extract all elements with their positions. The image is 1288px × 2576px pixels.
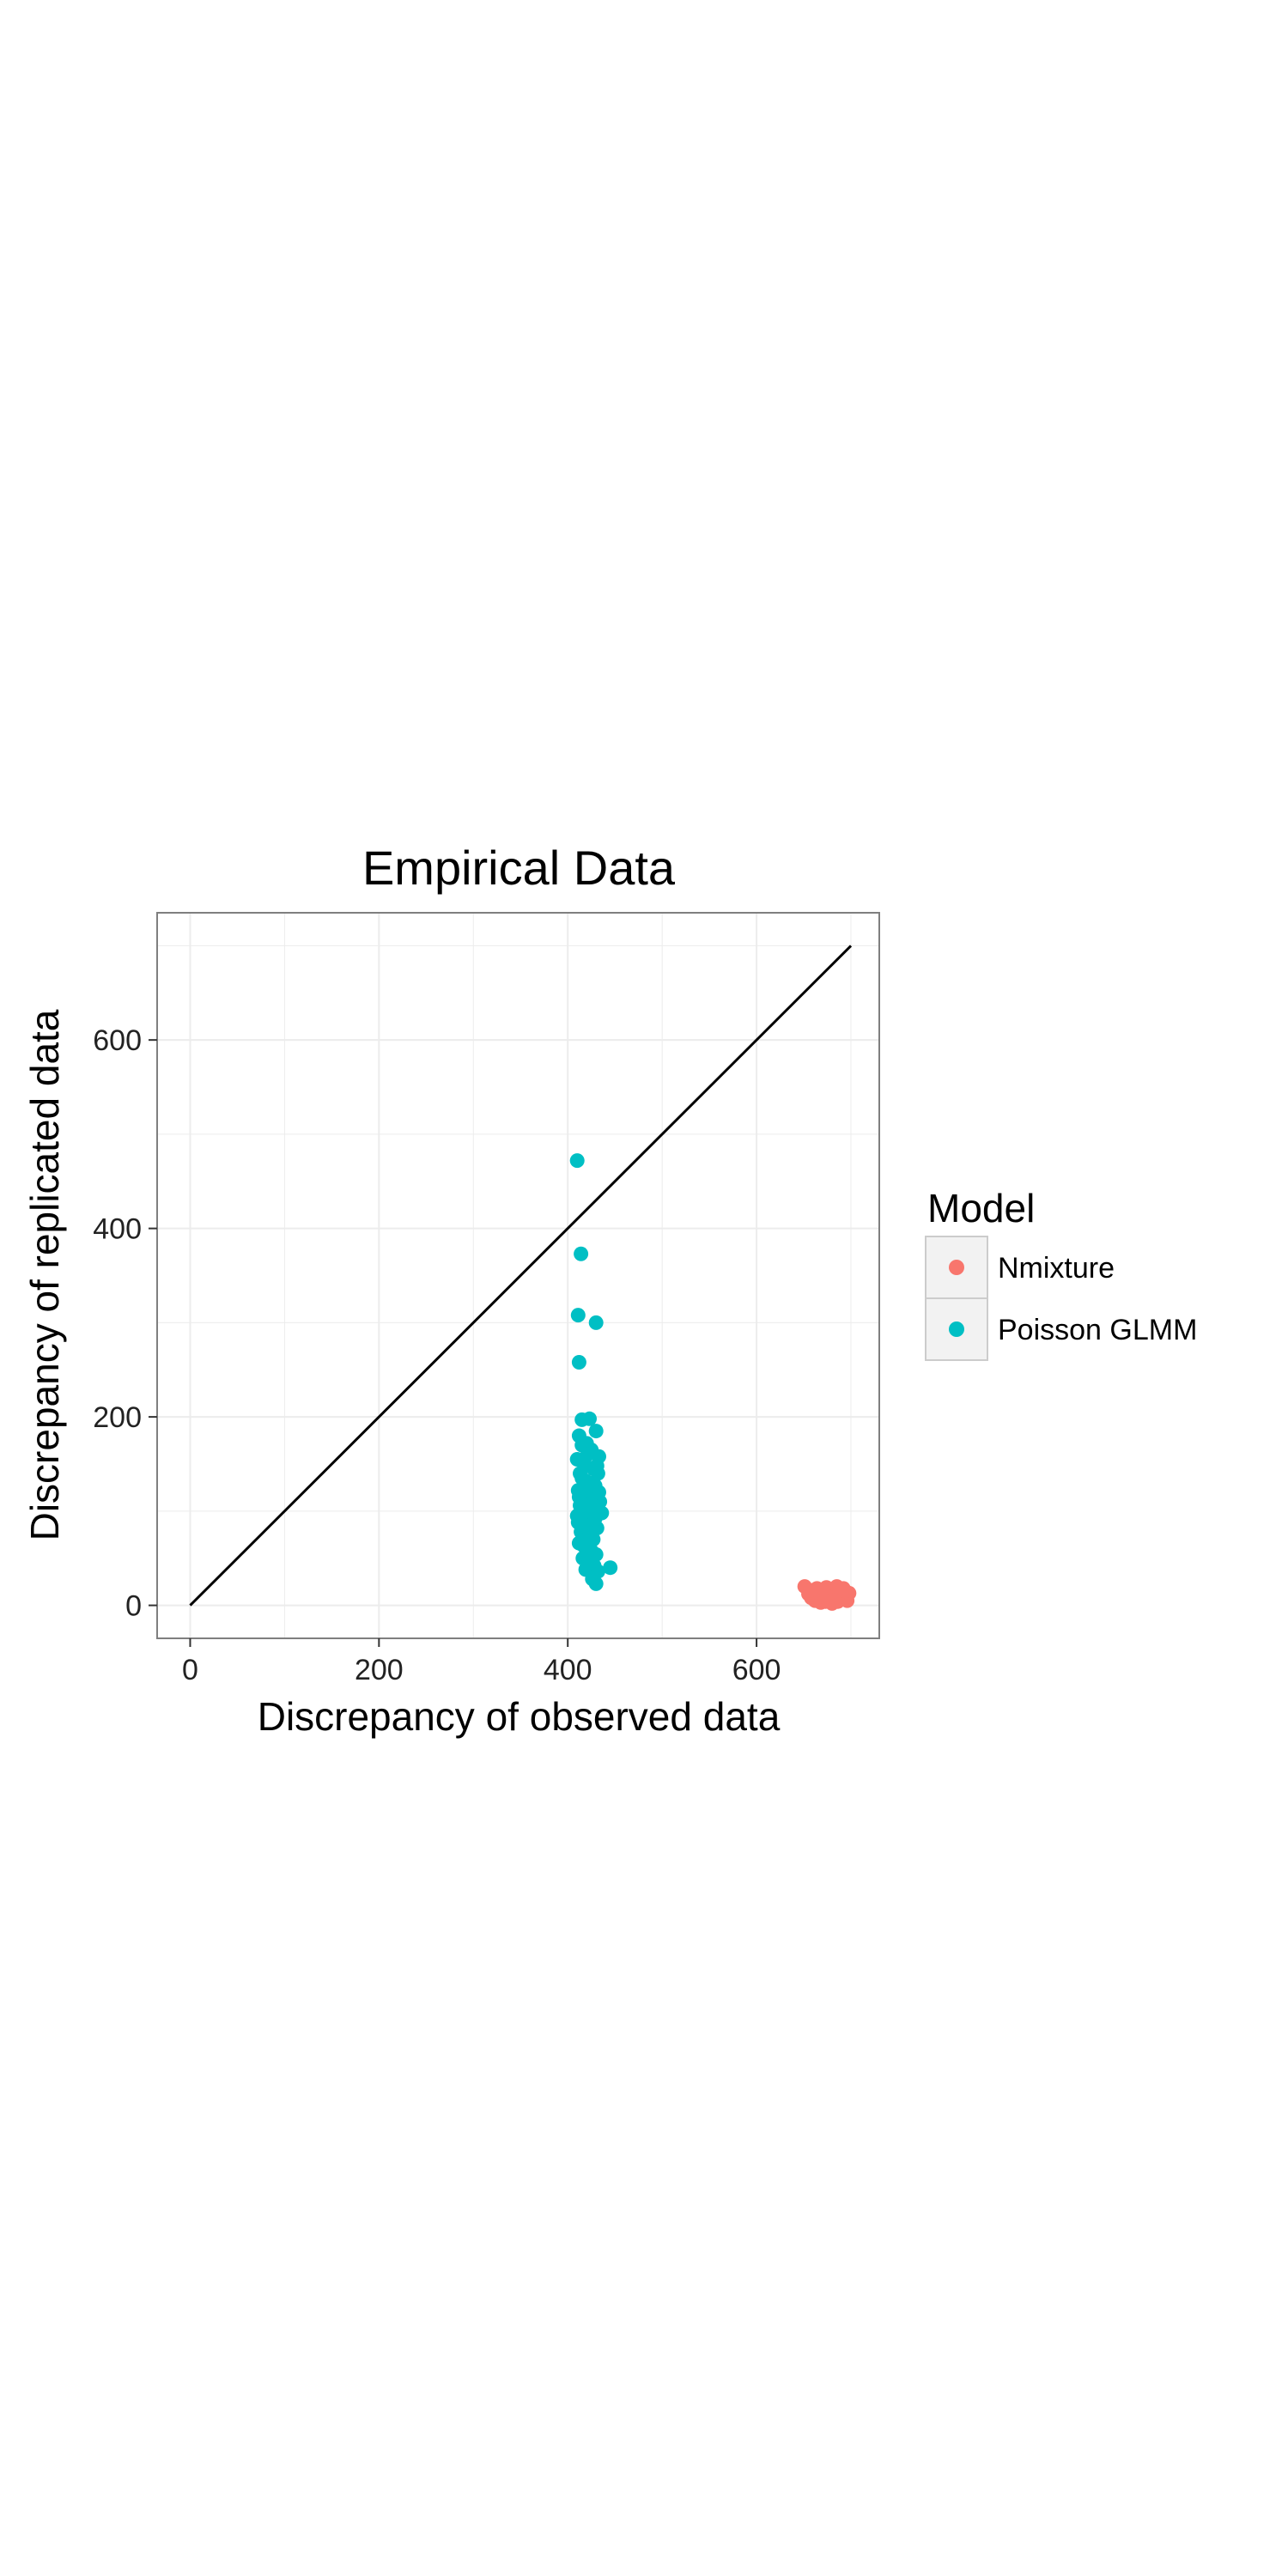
x-tick-label: 0 [182, 1654, 198, 1686]
legend-label: Poisson GLMM [998, 1314, 1197, 1346]
point-poisson-glmm [603, 1560, 618, 1576]
point-poisson-glmm [571, 1354, 586, 1370]
point-nmixture [836, 1583, 852, 1599]
chart-title: Empirical Data [362, 841, 676, 895]
legend-label: Nmixture [998, 1252, 1115, 1285]
legend-title: Model [927, 1186, 1035, 1230]
point-poisson-glmm [569, 1153, 585, 1169]
point-poisson-glmm [588, 1315, 604, 1330]
point-poisson-glmm [578, 1473, 593, 1489]
point-poisson-glmm [591, 1485, 606, 1500]
y-tick-label: 0 [125, 1590, 142, 1623]
x-axis-title: Discrepancy of observed data [258, 1694, 781, 1739]
legend-key-dot [949, 1321, 964, 1337]
points-layer [569, 1153, 857, 1611]
point-poisson-glmm [588, 1576, 604, 1591]
reference-line [189, 945, 853, 1607]
y-axis-title: Discrepancy of replicated data [22, 1009, 67, 1540]
point-poisson-glmm [587, 1511, 603, 1527]
legend-key-dot [949, 1260, 964, 1275]
y-tick-label: 600 [93, 1024, 142, 1057]
point-poisson-glmm [582, 1411, 598, 1426]
point-nmixture [803, 1583, 818, 1598]
y-tick-label: 400 [93, 1213, 142, 1246]
point-poisson-glmm [585, 1499, 600, 1515]
point-poisson-glmm [571, 1489, 586, 1504]
x-tick-label: 200 [355, 1654, 404, 1686]
y-axis: 0 200 400 600 [93, 1024, 157, 1623]
point-poisson-glmm [574, 1246, 589, 1261]
x-axis: 0 200 400 600 [182, 1638, 781, 1686]
grid-lines [157, 913, 879, 1638]
point-poisson-glmm [589, 1458, 605, 1473]
y-tick-label: 200 [93, 1401, 142, 1434]
point-poisson-glmm [575, 1537, 591, 1552]
legend: Model Nmixture Poisson GLMM [925, 1186, 1197, 1361]
x-tick-label: 600 [732, 1654, 781, 1686]
point-poisson-glmm [588, 1424, 604, 1439]
point-poisson-glmm [582, 1526, 598, 1541]
x-tick-label: 400 [544, 1654, 592, 1686]
plot-panel-border [156, 912, 880, 1639]
point-poisson-glmm [570, 1308, 586, 1323]
point-poisson-glmm [580, 1447, 595, 1462]
point-poisson-glmm [570, 1515, 586, 1530]
reference-line-layer [189, 945, 853, 1607]
point-nmixture [817, 1594, 833, 1609]
